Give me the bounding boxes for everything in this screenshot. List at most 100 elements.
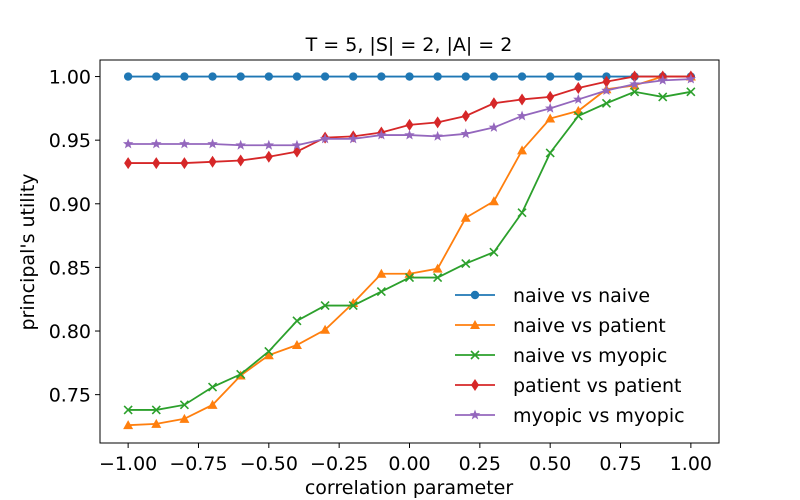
data-point bbox=[208, 72, 217, 81]
data-point bbox=[405, 72, 414, 81]
data-point bbox=[180, 72, 189, 81]
data-point bbox=[630, 87, 640, 97]
data-point bbox=[152, 72, 161, 81]
data-point bbox=[348, 301, 358, 311]
legend-marker bbox=[470, 290, 480, 300]
data-point bbox=[546, 90, 555, 103]
data-point bbox=[236, 72, 245, 81]
y-tick-label: 0.85 bbox=[49, 257, 91, 279]
data-point bbox=[123, 72, 133, 81]
data-point bbox=[489, 97, 498, 110]
legend: naive vs naive naive vs patient naive vs m… bbox=[455, 285, 685, 427]
data-point bbox=[461, 259, 471, 269]
data-point bbox=[432, 130, 443, 141]
plot-area bbox=[122, 70, 697, 430]
data-point bbox=[630, 70, 639, 83]
data-point bbox=[545, 72, 555, 81]
y-tick-label: 0.95 bbox=[49, 130, 91, 152]
y-tick-label: 0.75 bbox=[49, 385, 91, 407]
data-point bbox=[658, 92, 668, 102]
data-point bbox=[151, 418, 162, 428]
legend-marker bbox=[470, 350, 480, 360]
data-point bbox=[348, 133, 359, 144]
x-tick-label: 0.25 bbox=[459, 453, 501, 475]
data-point bbox=[685, 73, 697, 84]
data-point bbox=[349, 72, 358, 81]
data-point bbox=[152, 157, 161, 170]
data-point bbox=[489, 72, 499, 81]
data-point bbox=[516, 110, 528, 121]
data-point bbox=[207, 399, 218, 409]
data-point bbox=[123, 420, 134, 430]
data-point bbox=[573, 93, 584, 104]
data-point bbox=[433, 273, 443, 283]
data-point bbox=[517, 72, 527, 81]
data-point bbox=[151, 405, 161, 415]
data-point bbox=[461, 72, 470, 81]
data-point bbox=[574, 81, 583, 94]
legend-marker bbox=[470, 320, 480, 329]
y-axis-ticks: 0.75 0.80 0.85 0.90 0.95 1.00 bbox=[49, 67, 100, 407]
data-point bbox=[545, 113, 556, 123]
legend-entry: patient vs patient bbox=[455, 375, 681, 397]
data-point bbox=[377, 72, 386, 81]
y-tick-label: 0.80 bbox=[49, 321, 91, 343]
data-point bbox=[573, 111, 583, 121]
data-point bbox=[404, 273, 415, 283]
data-point bbox=[601, 98, 612, 108]
x-tick-label: 0.00 bbox=[388, 453, 430, 475]
data-point bbox=[207, 138, 218, 149]
series-2 bbox=[123, 87, 696, 415]
legend-label: naive vs patient bbox=[513, 315, 666, 337]
series-4 bbox=[122, 73, 697, 150]
data-point bbox=[432, 263, 443, 273]
legend-entry: naive vs naive bbox=[455, 285, 650, 307]
x-tick-label: −1.00 bbox=[99, 453, 157, 475]
y-tick-label: 1.00 bbox=[49, 67, 91, 89]
data-point bbox=[460, 212, 471, 222]
data-point bbox=[207, 382, 218, 392]
data-point bbox=[179, 400, 189, 410]
data-point bbox=[376, 287, 386, 297]
data-point bbox=[264, 346, 274, 356]
data-point bbox=[179, 138, 190, 149]
data-point bbox=[263, 350, 274, 360]
data-point bbox=[404, 129, 415, 140]
legend-entry: myopic vs myopic bbox=[455, 405, 685, 427]
data-point bbox=[122, 138, 134, 149]
data-point bbox=[461, 109, 470, 122]
data-point bbox=[320, 301, 330, 311]
data-point bbox=[264, 72, 274, 81]
data-point bbox=[235, 139, 246, 150]
data-point bbox=[433, 116, 442, 129]
x-tick-label: 0.75 bbox=[599, 453, 641, 475]
data-point bbox=[291, 340, 302, 350]
legend-entry: naive vs patient bbox=[455, 315, 666, 337]
data-point bbox=[602, 75, 611, 88]
x-tick-label: −0.50 bbox=[240, 453, 298, 475]
data-point bbox=[488, 196, 499, 206]
legend-entry: naive vs myopic bbox=[455, 345, 667, 367]
legend-label: naive vs naive bbox=[513, 285, 650, 307]
plot-frame bbox=[99, 59, 720, 444]
data-point bbox=[264, 150, 273, 163]
x-axis-ticks: −1.00 −0.75 −0.50 −0.25 0.00 0.25 0.50 0.75 1.00 bbox=[99, 443, 712, 475]
y-tick-label: 0.90 bbox=[49, 194, 91, 216]
data-point bbox=[517, 208, 527, 218]
data-point bbox=[545, 148, 555, 158]
data-point bbox=[518, 93, 527, 106]
x-tick-label: −0.25 bbox=[310, 453, 368, 475]
data-point bbox=[319, 133, 331, 144]
data-point bbox=[236, 369, 246, 379]
data-point bbox=[236, 154, 245, 167]
data-point bbox=[179, 413, 190, 423]
legend-label: patient vs patient bbox=[513, 375, 681, 397]
data-point bbox=[292, 316, 302, 326]
data-point bbox=[433, 72, 442, 81]
data-point bbox=[376, 129, 387, 140]
data-point bbox=[123, 405, 133, 415]
data-point bbox=[601, 85, 612, 95]
data-point bbox=[405, 118, 414, 131]
